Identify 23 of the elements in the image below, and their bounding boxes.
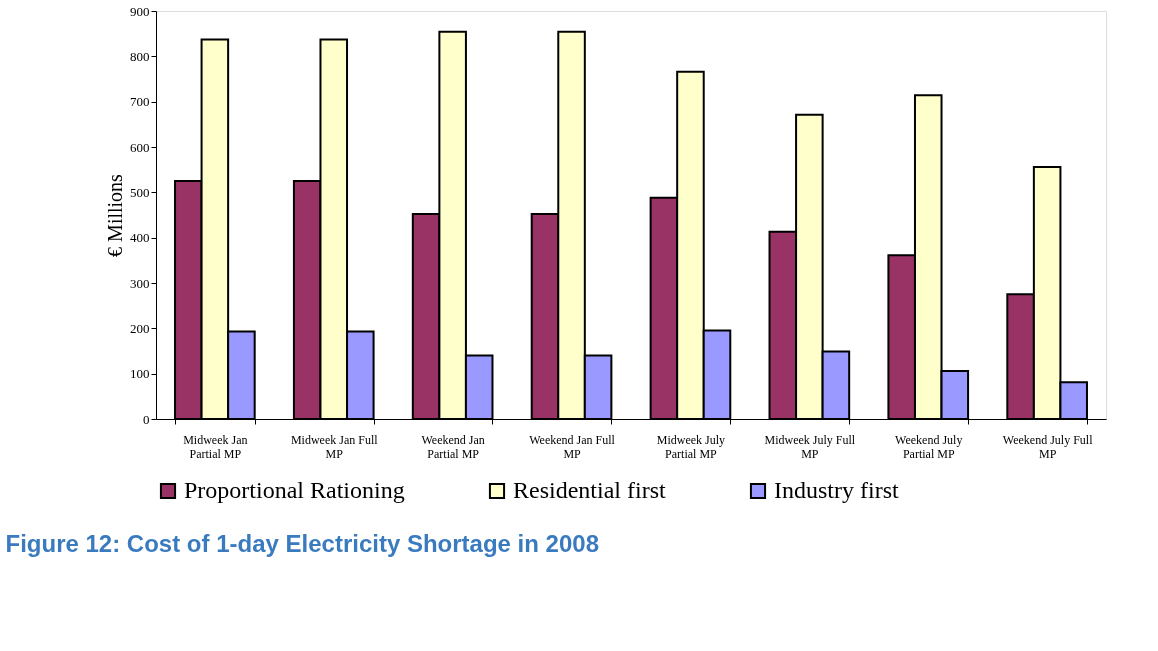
x-tick-label: Midweek July Full MP [764, 432, 856, 461]
x-tick-label: Weekend Jan Full MP [529, 432, 616, 461]
x-tick-label: Midweek Jan Full MP [290, 432, 379, 461]
legend-label: Proportional Rationing [184, 477, 405, 503]
y-tick-label: 700 [130, 94, 150, 110]
x-tick-label: Midweek Jan Partial MP [183, 432, 248, 461]
legend-label: Industry first [774, 477, 899, 503]
y-tick-label: 400 [130, 230, 150, 246]
y-tick-label: 0 [143, 411, 150, 427]
x-tick-label: Weekend Jan Partial MP [421, 432, 485, 461]
y-tick-label: 100 [130, 366, 150, 382]
x-tick-label: Midweek July Partial MP [656, 432, 726, 461]
y-tick-label: 300 [130, 275, 150, 291]
y-tick-label: 800 [130, 48, 150, 64]
x-tick-label: Weekend July Partial MP [895, 432, 963, 461]
y-axis-title: € Millions [104, 173, 126, 257]
y-tick-label: 600 [130, 139, 150, 155]
text: Figure 12: Cost of 1-day Electricity Shortage in 2008 [5, 530, 600, 557]
x-tick-label: Weekend July Full MP [1002, 432, 1094, 461]
legend-label: Residential first [513, 477, 666, 503]
y-tick-label: 500 [130, 184, 150, 200]
y-tick-label: 200 [130, 320, 150, 336]
y-tick-label: 900 [130, 3, 150, 19]
